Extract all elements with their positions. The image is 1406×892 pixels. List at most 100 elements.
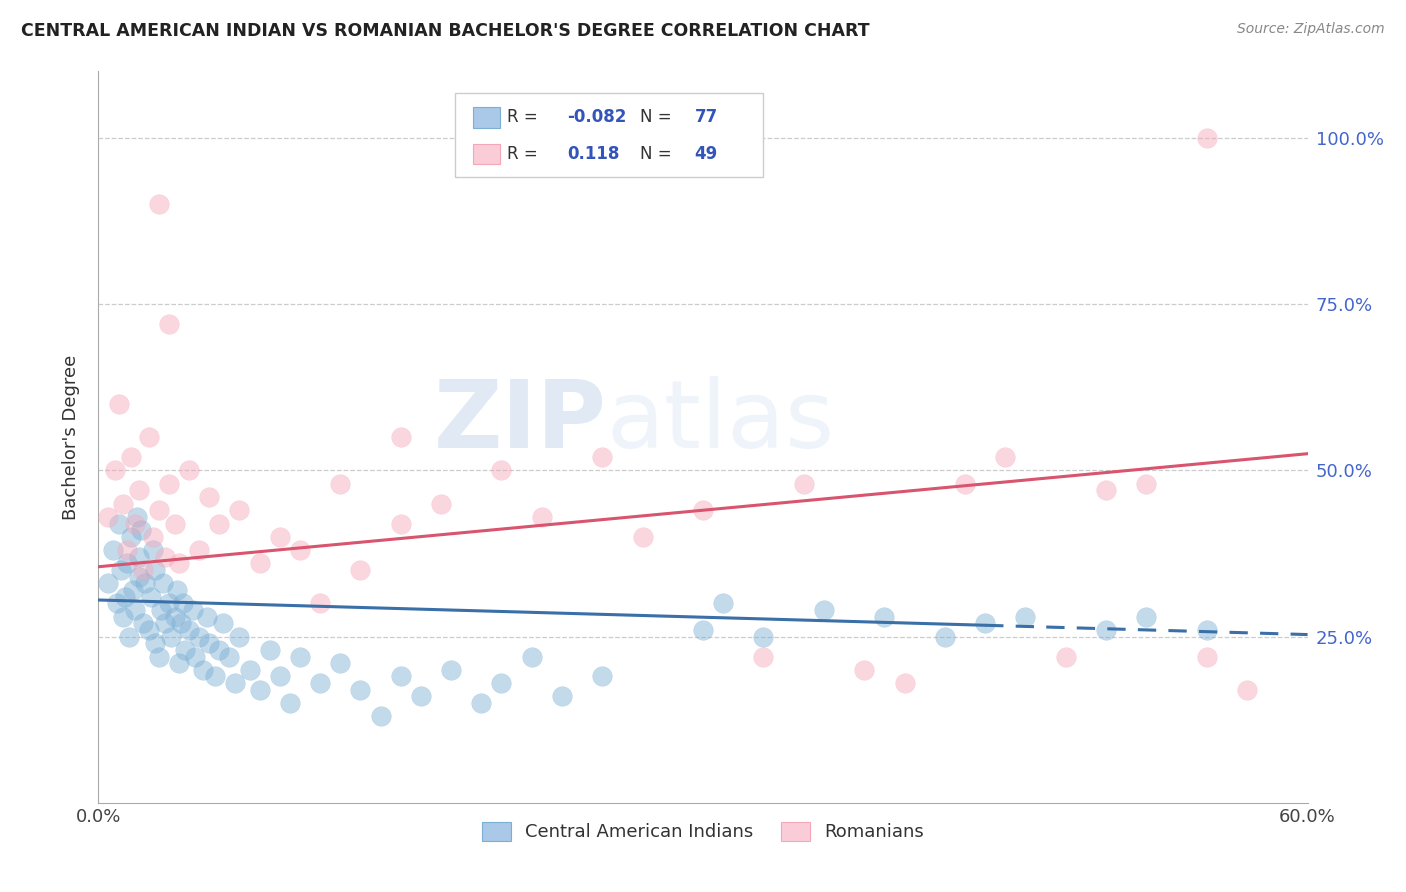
- Point: [167, 557, 190, 571]
- Point: [195, 609, 218, 624]
- Point: [278, 696, 301, 710]
- Point: [591, 669, 613, 683]
- Point: [181, 603, 204, 617]
- FancyBboxPatch shape: [456, 94, 763, 178]
- Point: [953, 476, 976, 491]
- Point: [170, 616, 193, 631]
- Bar: [474, 107, 501, 128]
- Point: [218, 649, 240, 664]
- Point: [184, 649, 207, 664]
- Point: [208, 643, 231, 657]
- Point: [491, 463, 513, 477]
- Point: [228, 630, 250, 644]
- Point: [132, 616, 155, 631]
- Point: [103, 463, 125, 477]
- Point: [370, 709, 392, 723]
- Point: [132, 563, 155, 577]
- Point: [309, 676, 332, 690]
- Point: [591, 450, 613, 464]
- Point: [349, 563, 371, 577]
- Point: [115, 543, 138, 558]
- Point: [440, 663, 463, 677]
- Text: R =: R =: [508, 145, 538, 163]
- Text: Source: ZipAtlas.com: Source: ZipAtlas.com: [1237, 22, 1385, 37]
- Point: [148, 197, 170, 211]
- Text: N =: N =: [640, 145, 672, 163]
- Point: [188, 543, 211, 558]
- Point: [752, 649, 775, 664]
- Point: [813, 603, 835, 617]
- Point: [129, 523, 152, 537]
- Point: [1095, 623, 1118, 637]
- Point: [172, 596, 194, 610]
- Point: [128, 570, 150, 584]
- Point: [148, 649, 170, 664]
- Point: [107, 516, 129, 531]
- Point: [128, 549, 150, 564]
- Point: [142, 530, 165, 544]
- Point: [1195, 649, 1218, 664]
- Text: R =: R =: [508, 109, 538, 127]
- Point: [228, 503, 250, 517]
- Point: [157, 317, 180, 331]
- Point: [163, 609, 186, 624]
- Point: [711, 596, 734, 610]
- Point: [288, 543, 311, 558]
- Point: [1054, 649, 1077, 664]
- Point: [249, 682, 271, 697]
- Point: [793, 476, 815, 491]
- Point: [134, 576, 156, 591]
- Point: [309, 596, 332, 610]
- Y-axis label: Bachelor's Degree: Bachelor's Degree: [62, 354, 80, 520]
- Point: [269, 669, 291, 683]
- Point: [157, 476, 180, 491]
- Point: [198, 490, 221, 504]
- Point: [204, 669, 226, 683]
- Point: [389, 516, 412, 531]
- Point: [329, 476, 352, 491]
- Point: [120, 530, 142, 544]
- Point: [409, 690, 432, 704]
- Point: [124, 603, 146, 617]
- Point: [188, 630, 211, 644]
- Point: [111, 497, 134, 511]
- Point: [212, 616, 235, 631]
- Text: 77: 77: [695, 109, 718, 127]
- Point: [974, 616, 997, 631]
- Text: N =: N =: [640, 109, 672, 127]
- Legend: Central American Indians, Romanians: Central American Indians, Romanians: [475, 814, 931, 848]
- Point: [153, 616, 176, 631]
- Point: [873, 609, 896, 624]
- Point: [224, 676, 246, 690]
- Point: [752, 630, 775, 644]
- Point: [349, 682, 371, 697]
- Point: [148, 503, 170, 517]
- Text: 0.118: 0.118: [568, 145, 620, 163]
- Point: [389, 669, 412, 683]
- Point: [121, 582, 143, 597]
- Point: [389, 430, 412, 444]
- Point: [530, 509, 553, 524]
- Point: [249, 557, 271, 571]
- Point: [138, 430, 160, 444]
- Point: [631, 530, 654, 544]
- Text: -0.082: -0.082: [568, 109, 627, 127]
- Point: [142, 543, 165, 558]
- Point: [167, 656, 190, 670]
- Text: atlas: atlas: [606, 376, 835, 468]
- Point: [152, 576, 174, 591]
- Point: [101, 543, 124, 558]
- Point: [1195, 131, 1218, 145]
- Text: ZIP: ZIP: [433, 376, 606, 468]
- Point: [1236, 682, 1258, 697]
- Point: [198, 636, 221, 650]
- Point: [1014, 609, 1036, 624]
- Point: [118, 630, 141, 644]
- Text: CENTRAL AMERICAN INDIAN VS ROMANIAN BACHELOR'S DEGREE CORRELATION CHART: CENTRAL AMERICAN INDIAN VS ROMANIAN BACH…: [21, 22, 870, 40]
- Point: [470, 696, 492, 710]
- Point: [288, 649, 311, 664]
- Point: [430, 497, 453, 511]
- Point: [111, 609, 134, 624]
- Point: [166, 582, 188, 597]
- Point: [520, 649, 543, 664]
